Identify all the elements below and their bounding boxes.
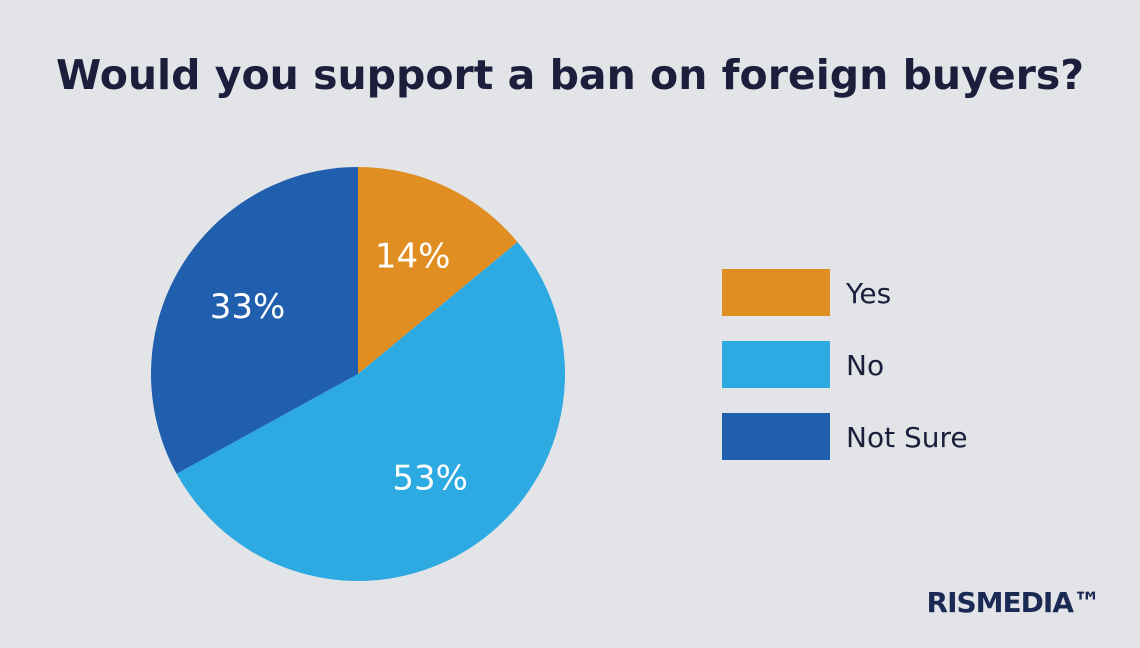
legend-swatch bbox=[722, 269, 830, 316]
slice-label: 53% bbox=[392, 459, 468, 499]
pie-slice bbox=[150, 167, 358, 474]
legend-swatch bbox=[722, 341, 830, 388]
pie-slice bbox=[176, 242, 566, 582]
chart-title: Would you support a ban on foreign buyer… bbox=[56, 51, 1084, 99]
legend-label: Not Sure bbox=[846, 421, 968, 454]
slice-label: 14% bbox=[375, 236, 451, 276]
slice-label: 33% bbox=[210, 287, 286, 327]
legend-label: No bbox=[846, 349, 884, 382]
legend-label: Yes bbox=[845, 277, 891, 310]
legend-swatch bbox=[722, 413, 830, 460]
logo: RISMEDIA™ bbox=[927, 586, 1100, 619]
pie-slice bbox=[358, 167, 518, 374]
